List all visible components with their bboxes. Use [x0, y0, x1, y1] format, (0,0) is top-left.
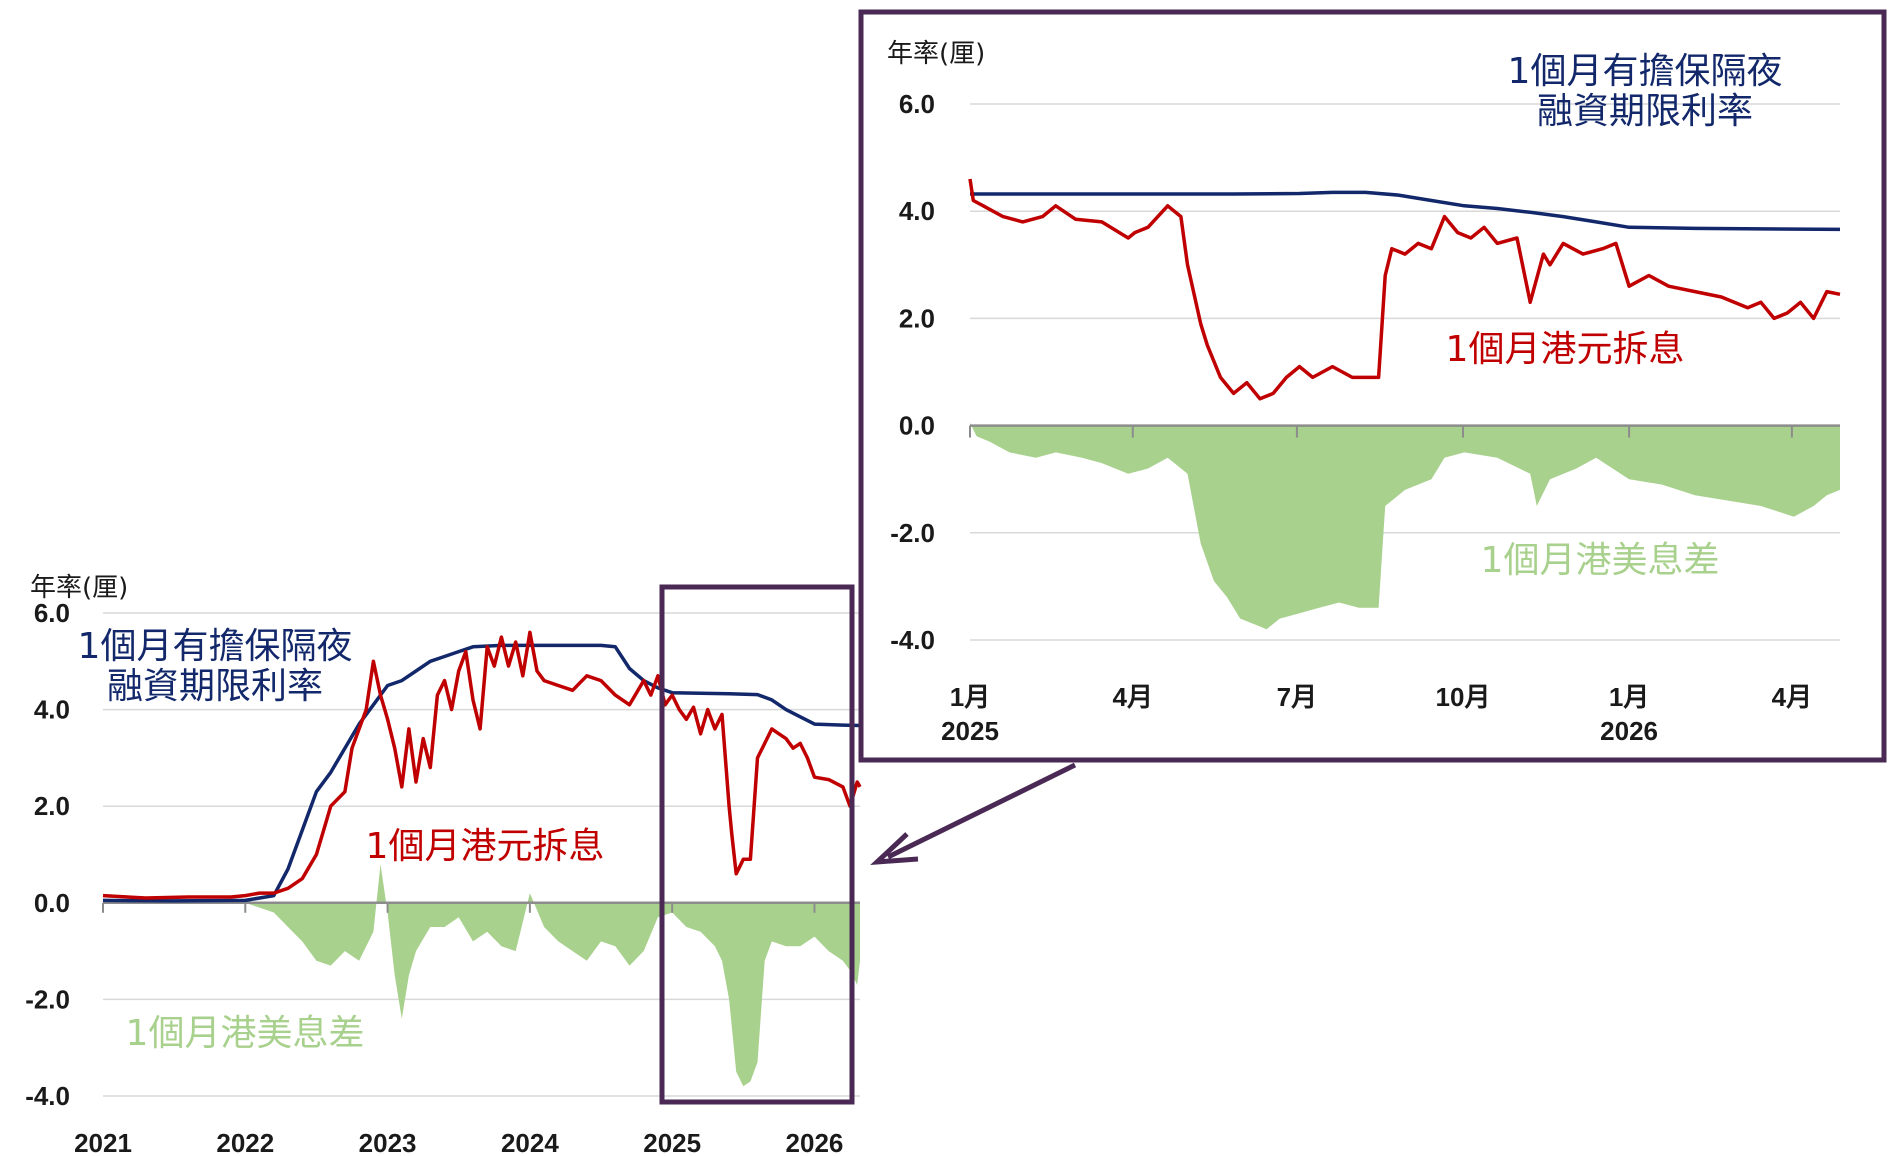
y-tick-label: 0.0 [899, 411, 935, 441]
series-label-line: 1個月港美息差 [126, 1013, 365, 1054]
y-tick-label: 2.0 [34, 791, 70, 821]
series-label: 1個月有擔保隔夜融資期限利率 [78, 626, 353, 707]
y-tick-label: 0.0 [34, 888, 70, 918]
series-label-line: 融資期限利率 [107, 666, 323, 707]
series-label: 1個月港元拆息 [366, 826, 605, 867]
x-tick-year-label: 2026 [1600, 716, 1658, 746]
series-line-sofr [970, 190, 1841, 232]
inset-chart: 6.0 4.0 2.0 0.0 -2.0 -4.0 年率(厘) 1月 2025 4月 7月 10月 1月… [887, 39, 1841, 746]
x-tick-label: 2026 [786, 1128, 844, 1156]
series-label: 1個月港美息差 [126, 1013, 365, 1054]
series-line-sofr [102, 643, 861, 903]
x-tick-label: 2024 [501, 1128, 559, 1156]
series-label: 1個月港元拆息 [1446, 329, 1685, 370]
series-area-spread [103, 864, 860, 1087]
series-label: 1個月有擔保隔夜融資期限利率 [1508, 51, 1783, 132]
series-line-hibor [102, 630, 862, 900]
series-label-line: 1個月有擔保隔夜 [78, 626, 353, 667]
y-tick-label: -4.0 [25, 1081, 70, 1111]
y-tick-label: -2.0 [890, 518, 935, 548]
series-area-spread [970, 422, 1840, 630]
series-label-line: 1個月港美息差 [1481, 540, 1720, 581]
series-label-line: 1個月有擔保隔夜 [1508, 51, 1783, 92]
x-tick-year-label: 2025 [941, 716, 999, 746]
x-tick-label: 4月 [1772, 682, 1812, 712]
y-unit-label: 年率(厘) [30, 573, 128, 603]
inset-panel [858, 9, 1887, 763]
series-label-line: 1個月港元拆息 [1446, 329, 1685, 370]
main-chart: 6.0 4.0 2.0 0.0 -2.0 -4.0 年率(厘) 2021 2022 2023 202… [25, 573, 862, 1156]
zoom-callout-arrow [870, 762, 1077, 866]
x-tick-label: 2022 [216, 1128, 274, 1156]
x-tick-label: 2025 [643, 1128, 701, 1156]
x-tick-label: 10月 [1436, 682, 1491, 712]
series-line-hibor [968, 178, 1841, 401]
series-label-line: 融資期限利率 [1537, 91, 1753, 132]
x-tick-label: 1月 [1609, 682, 1649, 712]
x-tick-label: 4月 [1113, 682, 1153, 712]
y-tick-label: 6.0 [34, 598, 70, 628]
y-tick-label: -4.0 [890, 625, 935, 655]
y-tick-label: 6.0 [899, 89, 935, 119]
x-tick-label: 2023 [359, 1128, 417, 1156]
y-unit-label: 年率(厘) [887, 39, 985, 69]
series-label: 1個月港美息差 [1481, 540, 1720, 581]
zoom-highlight-box [659, 584, 855, 1105]
x-tick-label: 7月 [1277, 682, 1317, 712]
x-tick-label: 1月 [950, 682, 990, 712]
y-tick-label: 4.0 [899, 196, 935, 226]
y-tick-label: 4.0 [34, 695, 70, 725]
series-label-line: 1個月港元拆息 [366, 826, 605, 867]
x-tick-label: 2021 [74, 1128, 132, 1156]
y-tick-label: 2.0 [899, 303, 935, 333]
y-tick-label: -2.0 [25, 984, 70, 1014]
